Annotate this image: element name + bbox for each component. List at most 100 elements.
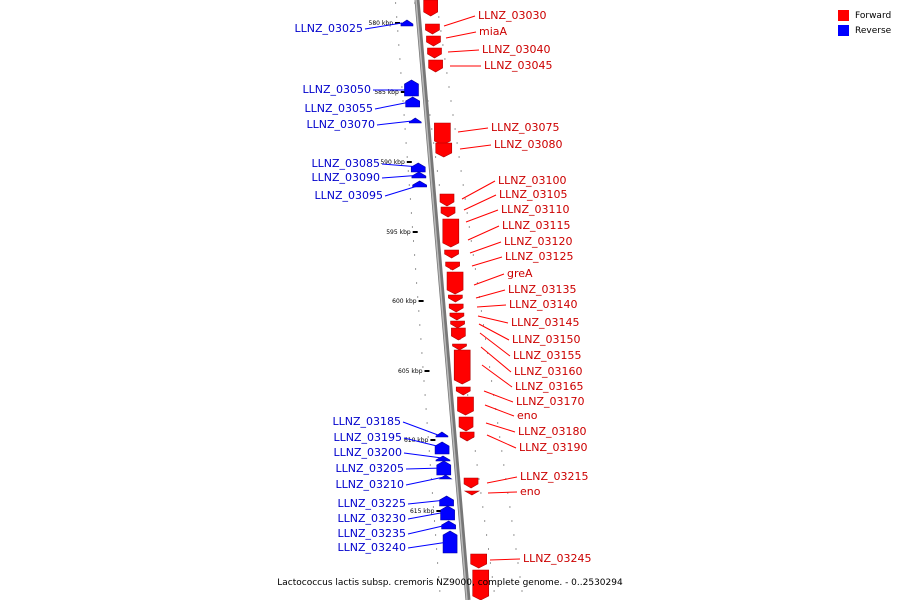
forward-gene-glyph[interactable] [459, 431, 475, 442]
forward-gene-glyph[interactable] [426, 35, 441, 47]
reverse-gene-glyph[interactable] [440, 505, 455, 521]
forward-gene-label[interactable]: LLNZ_03165 [515, 380, 584, 393]
forward-gene-glyph[interactable] [442, 218, 460, 248]
forward-gene-glyph[interactable] [427, 47, 442, 59]
reverse-gene-label[interactable]: LLNZ_03230 [337, 512, 406, 525]
reverse-gene-label[interactable]: LLNZ_03200 [333, 446, 402, 459]
reverse-gene-label[interactable]: LLNZ_03095 [314, 189, 383, 202]
forward-gene-glyph[interactable] [452, 343, 467, 351]
reverse-gene-glyph[interactable] [412, 180, 427, 188]
reverse-gene-label[interactable]: LLNZ_03090 [311, 171, 380, 184]
forward-gene-label[interactable]: LLNZ_03075 [491, 121, 560, 134]
forward-gene-glyph[interactable] [472, 569, 490, 600]
forward-gene-label[interactable]: LLNZ_03040 [482, 43, 551, 56]
reverse-gene-glyph[interactable] [441, 520, 456, 530]
reverse-gene-label[interactable]: LLNZ_03185 [332, 415, 401, 428]
forward-gene-label[interactable]: LLNZ_03180 [518, 425, 587, 438]
legend-forward[interactable]: Forward [838, 8, 891, 23]
forward-gene-glyph[interactable] [463, 490, 481, 496]
forward-leader-line [480, 346, 512, 373]
reverse-gene-glyph[interactable] [400, 19, 414, 27]
reverse-leader-line [403, 452, 443, 459]
guide-dot [458, 156, 460, 158]
forward-gene-label[interactable]: LLNZ_03125 [505, 250, 574, 263]
forward-gene-label[interactable]: LLNZ_03245 [523, 552, 592, 565]
forward-gene-glyph[interactable] [451, 327, 466, 341]
guide-dot [474, 450, 476, 452]
forward-gene-glyph[interactable] [425, 23, 440, 35]
guide-dot [438, 576, 440, 578]
guide-dot [462, 184, 464, 186]
forward-gene-label[interactable]: eno [520, 485, 541, 498]
reverse-gene-glyph[interactable] [438, 474, 453, 480]
reverse-gene-label[interactable]: LLNZ_03025 [294, 22, 363, 35]
forward-gene-glyph[interactable] [455, 386, 471, 396]
forward-gene-glyph[interactable] [440, 206, 456, 218]
legend-reverse[interactable]: Reverse [838, 23, 891, 38]
reverse-gene-label[interactable]: LLNZ_03225 [337, 497, 406, 510]
guide-dot [486, 534, 488, 536]
reverse-gene-label[interactable]: LLNZ_03085 [311, 157, 380, 170]
reverse-gene-glyph[interactable] [410, 162, 426, 173]
guide-dot [432, 506, 434, 508]
forward-gene-glyph[interactable] [448, 303, 464, 313]
tick-mark [400, 91, 406, 93]
forward-gene-glyph[interactable] [445, 261, 460, 271]
reverse-gene-label[interactable]: LLNZ_03055 [304, 102, 373, 115]
forward-gene-glyph[interactable] [444, 249, 459, 259]
forward-gene-label[interactable]: greA [507, 267, 533, 280]
reverse-gene-glyph[interactable] [404, 79, 419, 97]
forward-gene-glyph[interactable] [439, 193, 455, 207]
forward-gene-label[interactable]: LLNZ_03080 [494, 138, 563, 151]
guide-dot [396, 16, 398, 18]
forward-gene-label[interactable]: LLNZ_03145 [511, 316, 580, 329]
forward-gene-label[interactable]: LLNZ_03115 [502, 219, 571, 232]
forward-gene-label[interactable]: LLNZ_03155 [513, 349, 582, 362]
forward-gene-label[interactable]: miaA [479, 25, 508, 38]
forward-gene-label[interactable]: LLNZ_03105 [499, 188, 568, 201]
reverse-gene-glyph[interactable] [439, 495, 454, 507]
reverse-gene-glyph[interactable] [435, 455, 451, 462]
reverse-gene-glyph[interactable] [435, 431, 449, 438]
forward-gene-label[interactable]: eno [517, 409, 538, 422]
forward-gene-glyph[interactable] [428, 59, 443, 73]
forward-gene-glyph[interactable] [446, 271, 464, 295]
forward-gene-glyph[interactable] [423, 0, 438, 17]
forward-gene-label[interactable]: LLNZ_03045 [484, 59, 553, 72]
forward-gene-glyph[interactable] [435, 142, 453, 158]
reverse-gene-label[interactable]: LLNZ_03210 [335, 478, 404, 491]
reverse-gene-label[interactable]: LLNZ_03050 [302, 83, 371, 96]
forward-gene-glyph[interactable] [434, 122, 451, 146]
forward-gene-glyph[interactable] [448, 294, 463, 303]
reverse-gene-label[interactable]: LLNZ_03240 [337, 541, 406, 554]
reverse-gene-label[interactable]: LLNZ_03195 [333, 431, 402, 444]
reverse-gene-glyph[interactable] [442, 530, 458, 554]
forward-gene-label[interactable]: LLNZ_03140 [509, 298, 578, 311]
forward-gene-glyph[interactable] [463, 477, 479, 489]
guide-dot [472, 254, 474, 256]
reverse-gene-glyph[interactable] [436, 460, 452, 476]
forward-gene-label[interactable]: LLNZ_03110 [501, 203, 570, 216]
reverse-gene-glyph[interactable] [408, 117, 422, 124]
forward-gene-glyph[interactable] [450, 320, 465, 329]
forward-gene-glyph[interactable] [457, 396, 474, 416]
forward-gene-label[interactable]: LLNZ_03160 [514, 365, 583, 378]
reverse-gene-glyph[interactable] [434, 441, 450, 455]
forward-gene-label[interactable]: LLNZ_03120 [504, 235, 573, 248]
forward-gene-glyph[interactable] [449, 312, 465, 321]
forward-gene-label[interactable]: LLNZ_03030 [478, 9, 547, 22]
forward-gene-label[interactable]: LLNZ_03135 [508, 283, 577, 296]
forward-gene-label[interactable]: LLNZ_03190 [519, 441, 588, 454]
forward-gene-label[interactable]: LLNZ_03100 [498, 174, 567, 187]
forward-gene-glyph[interactable] [458, 416, 474, 432]
forward-gene-label[interactable]: LLNZ_03150 [512, 333, 581, 346]
reverse-gene-glyph[interactable] [405, 96, 420, 108]
reverse-gene-label[interactable]: LLNZ_03235 [337, 527, 406, 540]
forward-gene-glyph[interactable] [470, 553, 487, 569]
guide-dot [497, 422, 499, 424]
reverse-gene-label[interactable]: LLNZ_03205 [335, 462, 404, 475]
forward-gene-label[interactable]: LLNZ_03170 [516, 395, 585, 408]
forward-gene-label[interactable]: LLNZ_03215 [520, 470, 589, 483]
forward-gene-glyph[interactable] [453, 349, 471, 385]
reverse-gene-label[interactable]: LLNZ_03070 [306, 118, 375, 131]
